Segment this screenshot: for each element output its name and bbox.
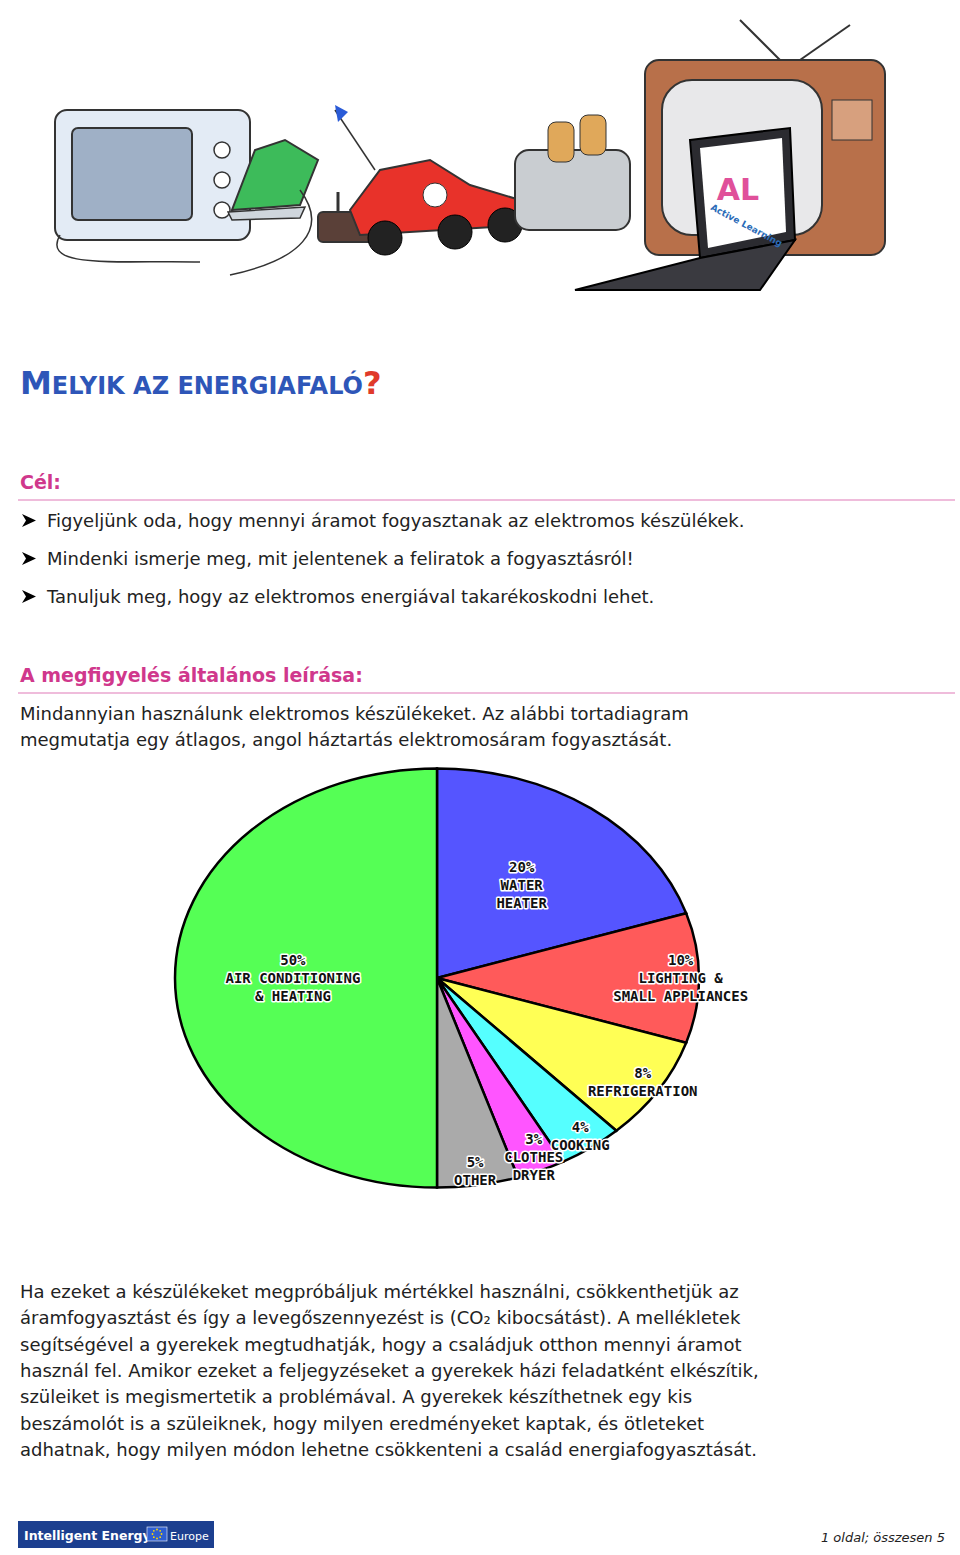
rule [18, 499, 955, 500]
logo-region: Europe [170, 1530, 209, 1543]
data-label: 20% [509, 859, 535, 875]
data-label: 3% [525, 1131, 542, 1147]
paragraph-line: áramfogyasztást és így a levegőszennyezé… [20, 1307, 741, 1328]
flag [335, 105, 348, 122]
screen-text: Active Learning [709, 202, 784, 248]
page: ALActive Learning MELYIK AZ ENERGIAFALÓ? C… [0, 0, 960, 1555]
section-heading: Cél: [20, 471, 61, 493]
eu-star [156, 1529, 158, 1531]
eu-star [153, 1536, 155, 1538]
slice-label: AIR CONDITIONING& HEATING [225, 970, 360, 1004]
screen-logo: AL [717, 172, 759, 207]
illustration: ALActive Learning [55, 20, 885, 290]
paragraph-line: segítségével a gyerekek megtudhatják, ho… [20, 1334, 741, 1355]
data-label: 10% [668, 952, 694, 968]
data-label: 5% [467, 1154, 484, 1170]
slice-label: OTHER [454, 1172, 497, 1188]
data-label: 4% [572, 1119, 589, 1135]
paragraph-line: szüleiket is megismertetik a problémával… [20, 1386, 692, 1407]
bullet [22, 590, 36, 603]
eu-star [159, 1530, 161, 1532]
toast [580, 115, 606, 155]
tv-antenna [740, 20, 780, 60]
paragraph-line: megmutatja egy átlagos, angol háztartás … [20, 729, 672, 750]
toast [548, 122, 574, 162]
paragraph-line: Ha ezeket a készülékeket megpróbáljuk mé… [20, 1281, 739, 1302]
iron-plate [228, 207, 305, 220]
microwave-knob [214, 202, 230, 218]
slice-label: CLOTHESDRYER [504, 1149, 563, 1183]
eu-star [152, 1533, 154, 1535]
title: MELYIK AZ ENERGIAFALÓ? [20, 364, 382, 402]
eu-star [159, 1536, 161, 1538]
eu-flag [147, 1527, 167, 1541]
data-label: 50% [280, 952, 306, 968]
logo-text: Intelligent Energy [24, 1528, 151, 1543]
joystick [337, 192, 340, 212]
car-number-disc [423, 183, 447, 207]
microwave-knob [214, 142, 230, 158]
logo-box [18, 1521, 214, 1548]
data-label: 8% [634, 1065, 651, 1081]
laptop-base [575, 240, 795, 290]
slice-label: WATERHEATER [496, 877, 547, 911]
bullet-text: Mindenki ismerje meg, mit jelentenek a f… [47, 548, 634, 569]
eu-star [153, 1530, 155, 1532]
paragraph-line: használ fel. Amikor ezeket a feljegyzése… [20, 1360, 759, 1381]
laptop-screen [700, 138, 786, 248]
slice [175, 768, 437, 1187]
paragraph-line: Mindannyian használunk elektromos készül… [20, 703, 689, 724]
laptop-lid [690, 128, 795, 258]
wheel [368, 221, 402, 255]
microwave-window [72, 128, 192, 220]
page-number: 1 oldal; összesen 5 [821, 1530, 945, 1545]
toaster [515, 150, 630, 230]
section-heading: A megfigyelés általános leírása: [20, 664, 363, 686]
cable [230, 190, 312, 275]
chart: 20% WATERHEATER 10% LIGHTING &SMALL APPLIAN… [175, 768, 748, 1187]
iron [232, 140, 318, 210]
paragraph-line: beszámolót is a szüleiknek, hogy milyen … [20, 1413, 704, 1434]
paragraph-line: adhatnak, hogy milyen módon lehetne csök… [20, 1439, 757, 1460]
microwave [55, 110, 250, 240]
tv [645, 60, 885, 255]
slice-label: REFRIGERATION [588, 1083, 698, 1099]
bullet-text: Tanuljuk meg, hogy az elektromos energiá… [46, 586, 654, 607]
microwave-knob [214, 172, 230, 188]
eu-star [156, 1538, 158, 1540]
eu-star [161, 1533, 163, 1535]
cable [57, 235, 200, 262]
tv-grille [832, 100, 872, 140]
slices [175, 768, 699, 1187]
tv-antenna [800, 25, 850, 60]
footer-logo: Intelligent Energy Europe [18, 1521, 214, 1548]
slice-label: LIGHTING &SMALL APPLIANCES [613, 970, 748, 1004]
bullet [22, 514, 36, 527]
bullet [22, 552, 36, 565]
rule [18, 692, 955, 693]
wheel [438, 215, 472, 249]
bullet-text: Figyeljünk oda, hogy mennyi áramot fogya… [47, 510, 745, 531]
